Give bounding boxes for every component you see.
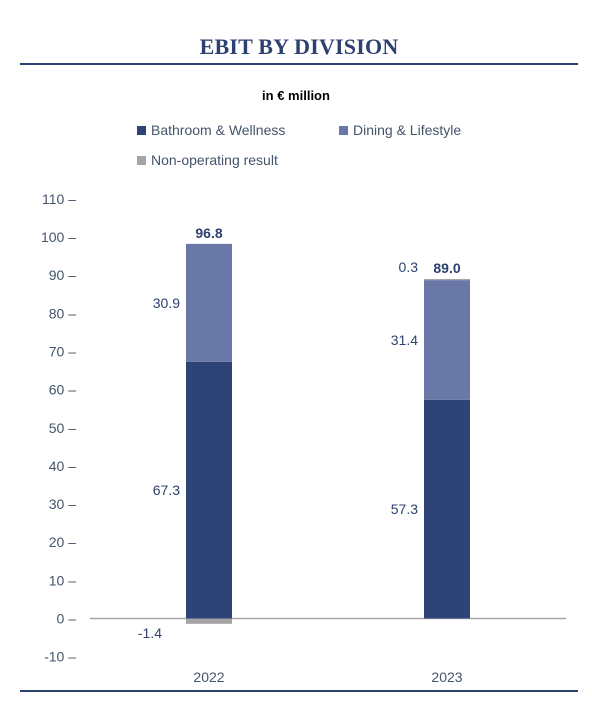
data-label-bathroom: 57.3	[391, 501, 418, 517]
title-rule	[20, 63, 578, 65]
legend-swatch-nonop	[137, 155, 146, 165]
y-tick-label: 10 –	[49, 572, 76, 588]
legend-item-bathroom: Bathroom & Wellness	[137, 122, 285, 138]
legend-label-dining: Dining & Lifestyle	[353, 122, 462, 138]
bar-bathroom-2022	[186, 361, 232, 619]
legend-swatch-dining	[339, 125, 348, 135]
bar-dining-2022	[186, 243, 232, 362]
bar-nonop-2022	[186, 618, 232, 624]
y-tick-label: 60 –	[49, 382, 76, 398]
bar-dining-2023	[424, 280, 470, 400]
x-tick-label: 2023	[431, 669, 462, 685]
chart-title: EBIT BY DIVISION	[199, 34, 399, 59]
y-tick-label: 0 –	[57, 611, 77, 627]
y-tick-label: 30 –	[49, 496, 76, 512]
y-tick-label: 20 –	[49, 534, 76, 550]
bar-bathroom-2023	[424, 399, 470, 619]
chart-subtitle: in € million	[262, 88, 330, 103]
total-label: 89.0	[433, 260, 460, 276]
legend-label-nonop: Non-operating result	[151, 152, 278, 168]
y-tick-label: 90 –	[49, 267, 76, 283]
y-tick-label: 110 –	[42, 191, 76, 207]
legend-item-dining: Dining & Lifestyle	[339, 122, 461, 138]
data-label-nonop: -1.4	[138, 625, 162, 641]
legend-label-bathroom: Bathroom & Wellness	[151, 122, 286, 138]
x-tick-label: 2022	[193, 669, 224, 685]
bottom-rule	[20, 690, 578, 692]
data-label-dining: 30.9	[153, 295, 180, 311]
bar-nonop-2023	[424, 278, 470, 281]
total-label: 96.8	[195, 225, 222, 241]
data-label-nonop: 0.3	[399, 259, 419, 275]
y-tick-label: 100 –	[41, 229, 76, 245]
y-tick-label: 70 –	[49, 343, 76, 359]
legend-item-nonop: Non-operating result	[137, 152, 278, 168]
y-tick-label: -10 –	[44, 649, 76, 665]
y-tick-label: 40 –	[49, 458, 76, 474]
data-label-dining: 31.4	[391, 332, 418, 348]
y-tick-label: 50 –	[49, 420, 76, 436]
data-label-bathroom: 67.3	[153, 482, 180, 498]
y-tick-label: 80 –	[49, 305, 76, 321]
legend-swatch-bathroom	[137, 125, 146, 135]
